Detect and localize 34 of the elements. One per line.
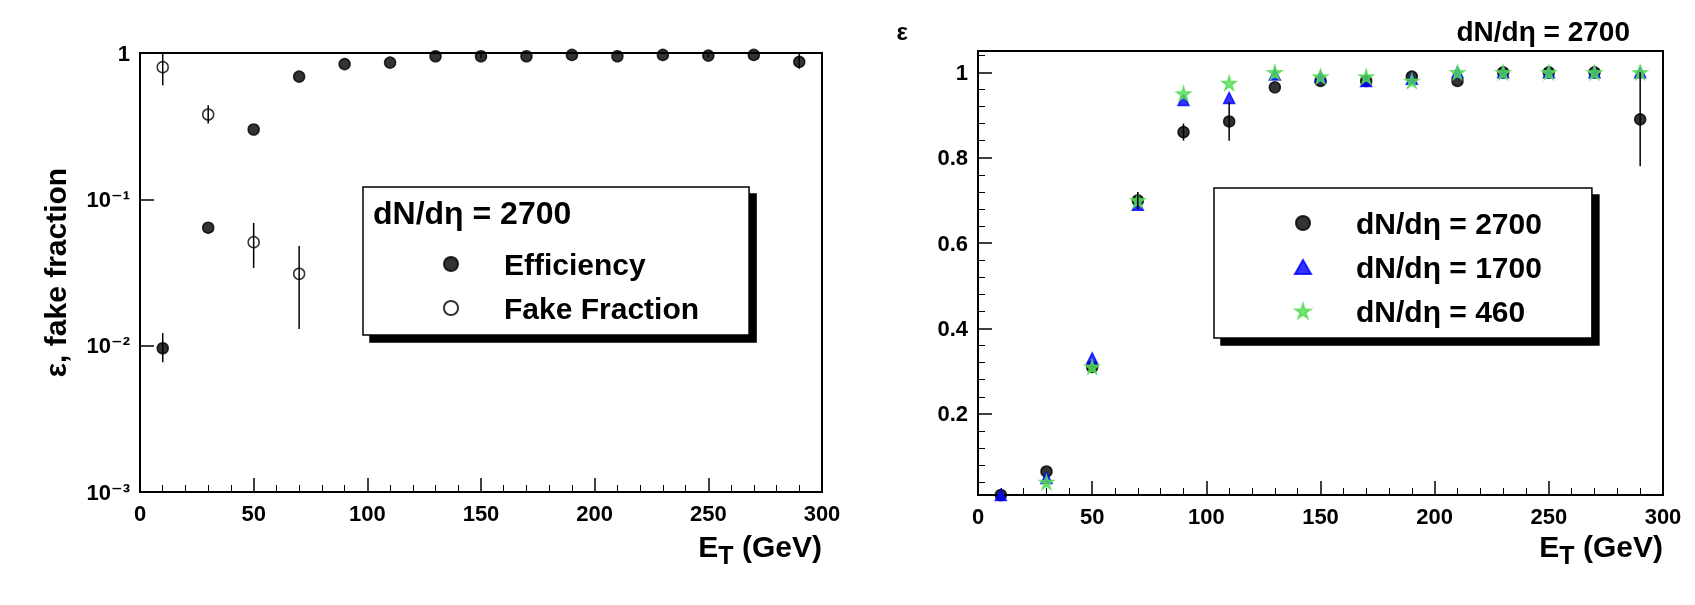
x-tick-label: 100 [348,500,386,526]
legend-label: Efficiency [504,247,647,281]
x-tick-label: 0 [133,500,147,526]
x-tick-label: 150 [1302,503,1339,529]
x-axis-title: E$_{T}$ (GeV) [1539,530,1663,570]
legend-label: Fake Fraction [504,291,700,325]
y-axis-title: ε [896,17,908,45]
x-tick-label: 200 [1416,503,1454,529]
y-tick-label: 0.8 [937,145,968,171]
x-tick-label: 50 [1079,503,1105,529]
legend-label: dN/dη = 2700 [1356,206,1542,240]
x-tick-label: 50 [241,500,266,526]
x-tick-label: 250 [1530,503,1568,529]
y-tick-label: 10⁻¹ [86,186,130,212]
legend-title: dN/dη = 2700 [373,195,572,231]
y-tick-label: 1 [117,40,130,66]
y-tick-label: 10⁻² [86,333,130,359]
x-axis-title: E$_{T}$ (GeV) [698,530,822,570]
legend-label: dN/dη = 460 [1356,294,1526,328]
x-tick-label: 0 [971,503,985,529]
x-tick-label: 300 [1644,503,1682,529]
y-axis-title: ε, fake fraction [38,167,72,378]
chart-title: dN/dη = 2700 [1456,15,1631,47]
x-tick-label: 250 [689,500,727,526]
x-tick-label: 200 [576,500,614,526]
x-tick-label: 100 [1187,503,1225,529]
y-tick-label: 1 [955,59,968,85]
y-tick-label: 10⁻³ [86,479,130,505]
legend-label: dN/dη = 1700 [1356,250,1542,284]
x-tick-label: 150 [462,500,500,526]
y-tick-label: 0.2 [937,401,968,427]
y-tick-label: 0.4 [937,316,969,341]
x-tick-label: 300 [803,500,841,526]
y-tick-label: 0.6 [937,230,968,256]
